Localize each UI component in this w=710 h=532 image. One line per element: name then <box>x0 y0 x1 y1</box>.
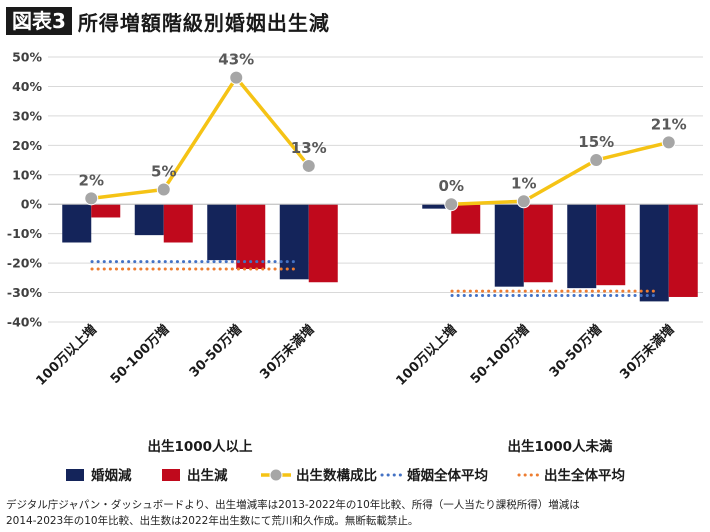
x-tick-label: 100万以上増 <box>393 322 460 389</box>
bar-birth-decline <box>91 204 121 218</box>
birth-share-marker <box>516 194 531 209</box>
legend-item-marriage-decline: 婚姻減 <box>66 467 132 484</box>
x-tick-label: 30万未満増 <box>617 322 678 383</box>
y-tick-label: -20% <box>7 256 43 271</box>
y-tick-label: 40% <box>12 79 42 94</box>
footnote-line-2: 2014-2023年の10年比較、出生数は2022年出生数にて荒川和久作成。無断… <box>6 515 419 527</box>
birth-share-data-label: 13% <box>291 139 327 157</box>
bar-birth-decline <box>523 204 553 283</box>
bar-marriage-decline <box>62 204 92 243</box>
birth-share-data-label: 21% <box>651 115 687 133</box>
legend-label: 婚姻全体平均 <box>407 467 488 484</box>
bar-marriage-decline <box>134 204 164 236</box>
chart: -40% -30% -20% -10% 0% 10% 20% 30% 40% 50% 2% 5% 43… <box>7 50 703 484</box>
y-tick-label: -10% <box>7 226 43 241</box>
birth-share-marker <box>301 158 316 173</box>
figure-title-bar: 図表3 所得増額階級別婚姻出生減 <box>6 6 330 36</box>
birth-share-data-label: 1% <box>511 174 536 192</box>
bar-birth-decline <box>596 204 626 286</box>
x-axis-category-labels: 100万以上増 50-100万増 30-50万増 30万未満増 100万以上増 50-10… <box>33 322 678 389</box>
bar-birth-decline <box>668 204 698 297</box>
bar-marriage-decline <box>639 204 669 302</box>
y-tick-label: 50% <box>12 50 42 65</box>
birth-share-data-label: 43% <box>218 51 254 69</box>
legend-label: 婚姻減 <box>91 467 132 484</box>
y-axis-ticks: -40% -30% -20% -10% 0% 10% 20% 30% 40% 50% <box>7 50 43 330</box>
legend-item-birth-average: 出生全体平均 <box>517 467 625 484</box>
legend-label: 出生減 <box>187 467 228 484</box>
birth-share-marker <box>661 135 676 150</box>
bar-birth-decline <box>163 204 193 243</box>
bar-marriage-decline <box>207 204 237 261</box>
figure-title: 所得増額階級別婚姻出生減 <box>77 10 330 35</box>
birth-share-data-label: 5% <box>151 163 176 181</box>
legend-item-birth-share: 出生数構成比 <box>261 467 377 484</box>
x-tick-label: 30-50万増 <box>186 322 245 381</box>
legend-swatch <box>66 469 84 481</box>
birth-share-marker <box>84 191 99 206</box>
birth-share-line <box>91 75 311 201</box>
average-lines <box>90 260 661 297</box>
x-tick-label: 30万未満増 <box>257 322 318 383</box>
y-tick-label: 30% <box>12 108 42 123</box>
bar-marriage-decline <box>567 204 597 289</box>
legend-item-birth-decline: 出生減 <box>162 467 228 484</box>
footnote: デジタル庁ジャパン・ダッシュボードより、出生増減率は2013-2022年の10年… <box>6 497 706 529</box>
bar-birth-decline <box>236 204 266 269</box>
x-tick-label: 30-50万増 <box>546 322 605 381</box>
y-tick-label: -40% <box>7 315 43 330</box>
bar-marriage-decline <box>422 204 452 209</box>
birth-share-marker <box>156 182 171 197</box>
x-tick-label: 100万以上増 <box>33 322 100 389</box>
x-tick-label: 50-100万増 <box>467 322 532 387</box>
birth-share-lines: 2% 5% 43% 13% 0% 1% 15% 21% <box>79 51 687 212</box>
footnote-line-1: デジタル庁ジャパン・ダッシュボードより、出生増減率は2013-2022年の10年… <box>6 499 580 511</box>
legend-label: 出生数構成比 <box>296 467 377 484</box>
group-labels: 出生1000人以上 出生1000人未満 <box>147 438 613 455</box>
legend-swatch-marker <box>269 468 283 482</box>
birth-share-data-label: 15% <box>578 133 614 151</box>
birth-share-data-label: 2% <box>79 171 104 189</box>
legend: 婚姻減 出生減 出生数構成比 婚姻全体平均 出生全体平均 <box>66 467 625 484</box>
bar-marriage-decline <box>279 204 309 280</box>
birth-share-marker <box>444 197 459 212</box>
figure-badge: 図表3 <box>6 7 72 35</box>
birth-share-line <box>451 140 670 206</box>
legend-label: 出生全体平均 <box>544 467 625 484</box>
y-tick-label: 0% <box>21 197 43 212</box>
y-tick-label: -30% <box>7 285 43 300</box>
birth-share-data-label: 0% <box>439 177 464 195</box>
group-label: 出生1000人以上 <box>147 438 253 455</box>
x-tick-label: 50-100万増 <box>107 322 172 387</box>
group-label: 出生1000人未満 <box>507 438 613 455</box>
legend-swatch <box>162 469 180 481</box>
bar-marriage-decline <box>494 204 524 287</box>
y-tick-label: 20% <box>12 138 42 153</box>
y-tick-label: 10% <box>12 167 42 182</box>
birth-share-marker <box>589 153 604 168</box>
bars <box>62 204 698 302</box>
birth-share-marker <box>229 70 244 85</box>
bar-birth-decline <box>308 204 338 283</box>
legend-item-marriage-average: 婚姻全体平均 <box>380 467 488 484</box>
